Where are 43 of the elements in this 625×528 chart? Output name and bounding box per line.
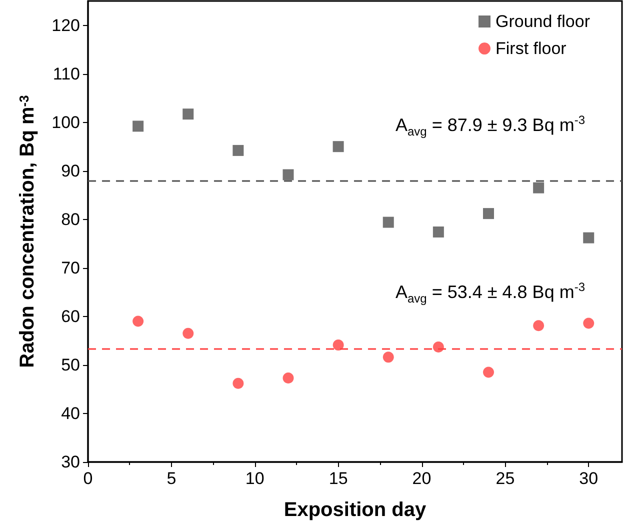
point (432, 226, 444, 238)
legend-label: Ground floor (496, 12, 590, 31)
point (432, 341, 444, 352)
y-axis-title: Radon concentration, Bq m-3 (16, 95, 39, 368)
point (132, 316, 144, 327)
point (232, 378, 244, 389)
x-tick-label: 25 (496, 469, 515, 488)
y-tick-label: 90 (61, 161, 80, 180)
point (583, 232, 594, 244)
x-tick-label: 15 (328, 469, 348, 488)
x-tick-label: 10 (245, 469, 264, 488)
y-tick-label: 70 (61, 258, 80, 278)
ref-line-label: A$_{avg}$ = 87.9 ± 9.3 Bq m$^{-3}$ (395, 113, 585, 140)
y-tick-label: 80 (61, 210, 80, 229)
y-tick-label: 60 (61, 306, 80, 326)
y-tick-label: 40 (61, 404, 80, 423)
x-axis-title: Exposition day (284, 499, 427, 521)
x-tick-label: 20 (412, 469, 432, 488)
x-tick-label: 30 (579, 469, 598, 488)
point (533, 320, 544, 332)
x-tick-label: 0 (83, 469, 93, 488)
point (583, 318, 594, 329)
y-tick-label: 100 (52, 112, 80, 132)
y-tick-label: 30 (61, 452, 80, 472)
point (232, 144, 244, 156)
point (332, 340, 344, 351)
point (282, 372, 294, 384)
point (483, 366, 494, 378)
point (483, 208, 494, 220)
point (533, 182, 544, 194)
point (182, 328, 194, 339)
point (182, 108, 194, 120)
point (332, 141, 344, 152)
y-tick-label: 120 (52, 16, 80, 35)
point (282, 169, 294, 180)
y-tick-label: 50 (61, 355, 80, 374)
point (132, 120, 144, 132)
y-tick-label: 110 (52, 64, 80, 84)
ref-line-label: A$_{avg}$ = 53.4 ± 4.8 Bq m$^{-3}$ (395, 280, 585, 306)
point (382, 352, 394, 363)
point (382, 216, 394, 228)
x-tick-label: 5 (166, 469, 176, 488)
legend-label: First floor (496, 39, 567, 58)
